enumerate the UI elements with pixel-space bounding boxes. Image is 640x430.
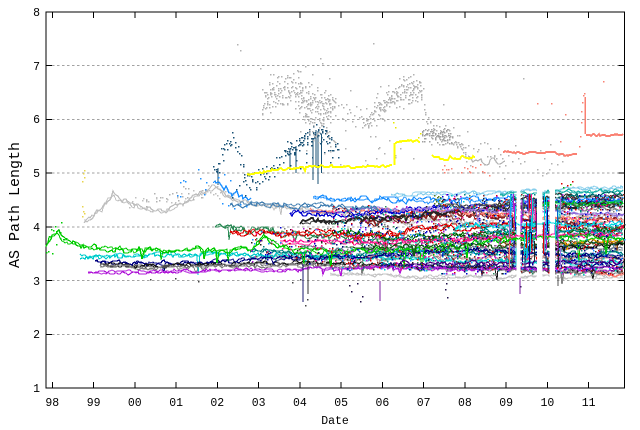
- svg-text:00: 00: [128, 397, 142, 410]
- svg-text:2: 2: [33, 329, 40, 342]
- svg-text:3: 3: [33, 276, 40, 289]
- svg-text:04: 04: [293, 397, 307, 410]
- svg-text:5: 5: [33, 168, 40, 181]
- svg-text:10: 10: [540, 397, 554, 410]
- svg-text:1: 1: [33, 383, 40, 396]
- svg-text:06: 06: [375, 397, 389, 410]
- svg-text:05: 05: [334, 397, 348, 410]
- svg-text:11: 11: [582, 397, 596, 410]
- svg-text:Date: Date: [321, 415, 349, 428]
- svg-text:09: 09: [499, 397, 513, 410]
- svg-text:6: 6: [33, 114, 40, 127]
- svg-text:4: 4: [33, 222, 40, 235]
- svg-text:01: 01: [169, 397, 183, 410]
- svg-text:99: 99: [87, 397, 101, 410]
- svg-text:02: 02: [210, 397, 224, 410]
- svg-text:98: 98: [45, 397, 59, 410]
- svg-text:03: 03: [252, 397, 266, 410]
- svg-text:AS Path Length: AS Path Length: [7, 142, 24, 268]
- svg-text:7: 7: [33, 61, 40, 74]
- svg-text:08: 08: [458, 397, 472, 410]
- svg-text:8: 8: [33, 7, 40, 20]
- svg-text:07: 07: [417, 397, 431, 410]
